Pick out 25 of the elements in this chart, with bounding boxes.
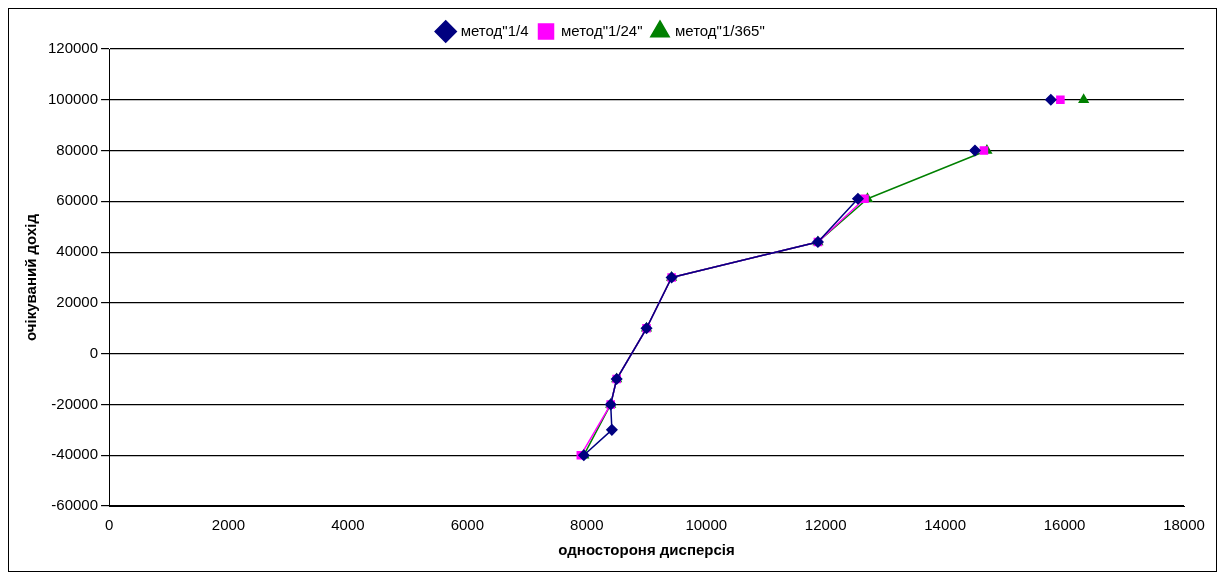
y-tick-label: 100000 bbox=[47, 89, 99, 107]
y-tick-label: -40000 bbox=[51, 445, 99, 463]
x-tick-label: 4000 bbox=[331, 516, 365, 534]
x-tick-label: 18000 bbox=[1163, 516, 1205, 534]
x-axis-title: одностороня дисперсія bbox=[558, 541, 735, 559]
y-tick-label: 80000 bbox=[56, 140, 99, 158]
y-axis-title: очікуваний дохід bbox=[22, 213, 40, 341]
y-tick-label: 120000 bbox=[47, 39, 99, 57]
x-tick-label: 16000 bbox=[1043, 516, 1086, 534]
y-tick-label: 0 bbox=[89, 343, 99, 361]
x-tick-label: 6000 bbox=[450, 516, 485, 534]
y-tick-label: 40000 bbox=[56, 242, 99, 260]
y-tick-label: 20000 bbox=[56, 293, 99, 311]
x-tick-label: 14000 bbox=[924, 516, 966, 534]
legend-label: метод"1/365" bbox=[674, 21, 765, 39]
legend-label: метод"1/24" bbox=[561, 21, 643, 39]
x-tick-label: 10000 bbox=[685, 516, 728, 534]
x-tick-label: 2000 bbox=[211, 516, 246, 534]
x-tick-label: 0 bbox=[104, 516, 114, 534]
y-tick-label: -20000 bbox=[51, 394, 99, 412]
y-tick-label: -60000 bbox=[51, 496, 99, 514]
y-tick-label: 60000 bbox=[56, 191, 99, 209]
legend-label: метод"1/4 bbox=[460, 21, 529, 39]
x-tick-label: 8000 bbox=[570, 516, 604, 534]
x-tick-label: 12000 bbox=[804, 516, 847, 534]
